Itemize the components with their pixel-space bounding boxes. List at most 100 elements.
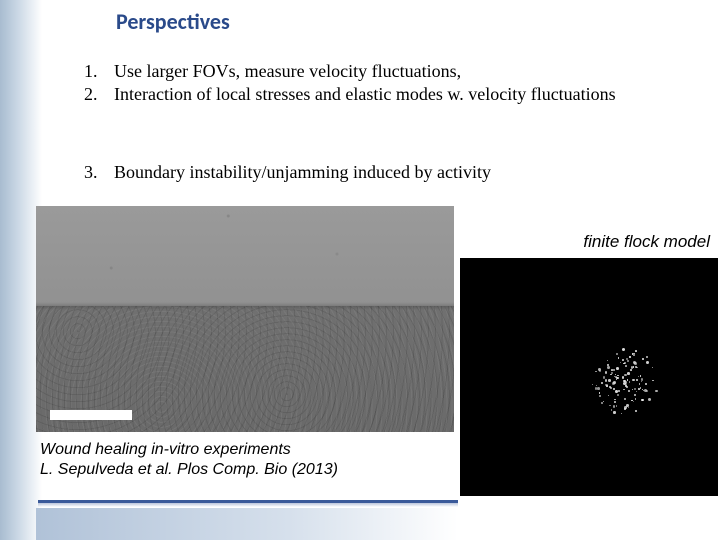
particle-dot (597, 387, 600, 390)
list-number: 2. (84, 83, 114, 106)
particle-dot (618, 390, 621, 393)
particle-dot (613, 381, 616, 384)
particle-dot (617, 375, 619, 377)
caption-line: L. Sepulveda et al. Plos Comp. Bio (2013… (40, 460, 338, 480)
particle-dot (605, 384, 608, 387)
particle-dot (592, 384, 593, 385)
particle-dot (601, 382, 604, 385)
particle-dot (631, 400, 633, 402)
particle-dot (629, 356, 630, 357)
list-text: Interaction of local stresses and elasti… (114, 83, 684, 106)
particle-dot (635, 398, 637, 400)
numbered-list: 1. Use larger FOVs, measure velocity flu… (84, 60, 684, 106)
particle-dot (623, 389, 624, 390)
particle-dot (613, 411, 615, 413)
particle-dot (616, 405, 617, 406)
particle-dot (635, 350, 637, 352)
particle-dot (652, 367, 653, 368)
particle-dot (652, 380, 654, 382)
particle-dot (624, 374, 626, 376)
particle-dot (601, 402, 604, 405)
accent-rule-shadow (38, 503, 458, 507)
particle-cluster (592, 348, 659, 415)
particle-dot (599, 392, 600, 393)
particle-dot (628, 390, 630, 392)
particle-dot (635, 410, 637, 412)
list-text: Use larger FOVs, measure velocity fluctu… (114, 60, 684, 83)
particle-dot (646, 356, 648, 358)
particle-dot (614, 399, 616, 401)
particle-dot (648, 398, 651, 401)
particle-dot (626, 358, 628, 360)
particle-dot (607, 360, 608, 361)
particle-dot (625, 384, 627, 386)
bottom-gradient-strip (36, 508, 458, 540)
particle-dot (622, 348, 625, 351)
particle-dot (622, 359, 624, 361)
particle-dot (608, 379, 611, 382)
particle-dot (633, 354, 635, 356)
particle-dot (609, 405, 611, 407)
flock-model-label: finite flock model (583, 232, 710, 252)
particle-dot (624, 408, 626, 410)
slide-title: Perspectives (116, 8, 230, 35)
particle-dot (638, 388, 640, 390)
particle-dot (605, 371, 608, 374)
caption-line: Wound healing in-vitro experiments (40, 440, 338, 460)
caption: Wound healing in-vitro experiments L. Se… (40, 440, 338, 480)
particle-dot (632, 389, 633, 390)
particle-dot (605, 379, 608, 382)
particle-dot (646, 390, 648, 392)
particle-dot (639, 383, 641, 385)
scale-bar (50, 410, 132, 420)
particle-dot (613, 405, 615, 407)
particle-dot (624, 398, 626, 400)
particle-dot (614, 401, 616, 403)
particle-dot (595, 371, 596, 372)
particle-dot (607, 366, 610, 369)
particle-dot (621, 413, 623, 415)
particle-dot (636, 367, 637, 368)
particle-dot (611, 369, 613, 371)
particle-dot (622, 376, 624, 378)
list-text: Boundary instability/unjamming induced b… (114, 162, 684, 183)
particle-dot (626, 386, 627, 387)
particle-dot (632, 379, 634, 381)
particle-dot (641, 399, 644, 402)
list-number: 3. (84, 162, 114, 183)
particle-dot (640, 375, 641, 376)
particle-dot (628, 407, 629, 408)
particle-dot (611, 409, 612, 410)
particle-dot (636, 391, 637, 392)
particle-dot (629, 381, 631, 383)
list-item: 2. Interaction of local stresses and ela… (84, 83, 684, 106)
particle-dot (608, 395, 609, 396)
particle-dot (641, 381, 642, 382)
particle-dot (616, 367, 619, 370)
particle-dot (616, 353, 618, 355)
particle-dot (655, 390, 657, 392)
microscopy-boundary (36, 302, 454, 310)
particle-dot (620, 362, 621, 363)
particle-dot (633, 401, 634, 402)
microscopy-image (36, 206, 454, 432)
particle-dot (646, 361, 649, 364)
particle-dot (618, 357, 620, 359)
particle-dot (617, 394, 619, 396)
microscopy-top-region (36, 206, 454, 306)
particle-dot (615, 374, 616, 375)
particle-dot (610, 387, 611, 388)
particle-dot (642, 358, 644, 360)
particle-dot (610, 374, 612, 376)
list-item: 3. Boundary instability/unjamming induce… (84, 162, 684, 183)
particle-dot (596, 385, 597, 386)
particle-dot (599, 395, 602, 398)
list-number: 1. (84, 60, 114, 83)
particle-dot (634, 388, 636, 390)
particle-dot (630, 369, 632, 371)
particle-dot (627, 360, 629, 362)
particle-dot (624, 362, 627, 365)
particle-dot (625, 365, 627, 367)
particle-dot (645, 383, 647, 385)
simulation-image (460, 258, 718, 496)
